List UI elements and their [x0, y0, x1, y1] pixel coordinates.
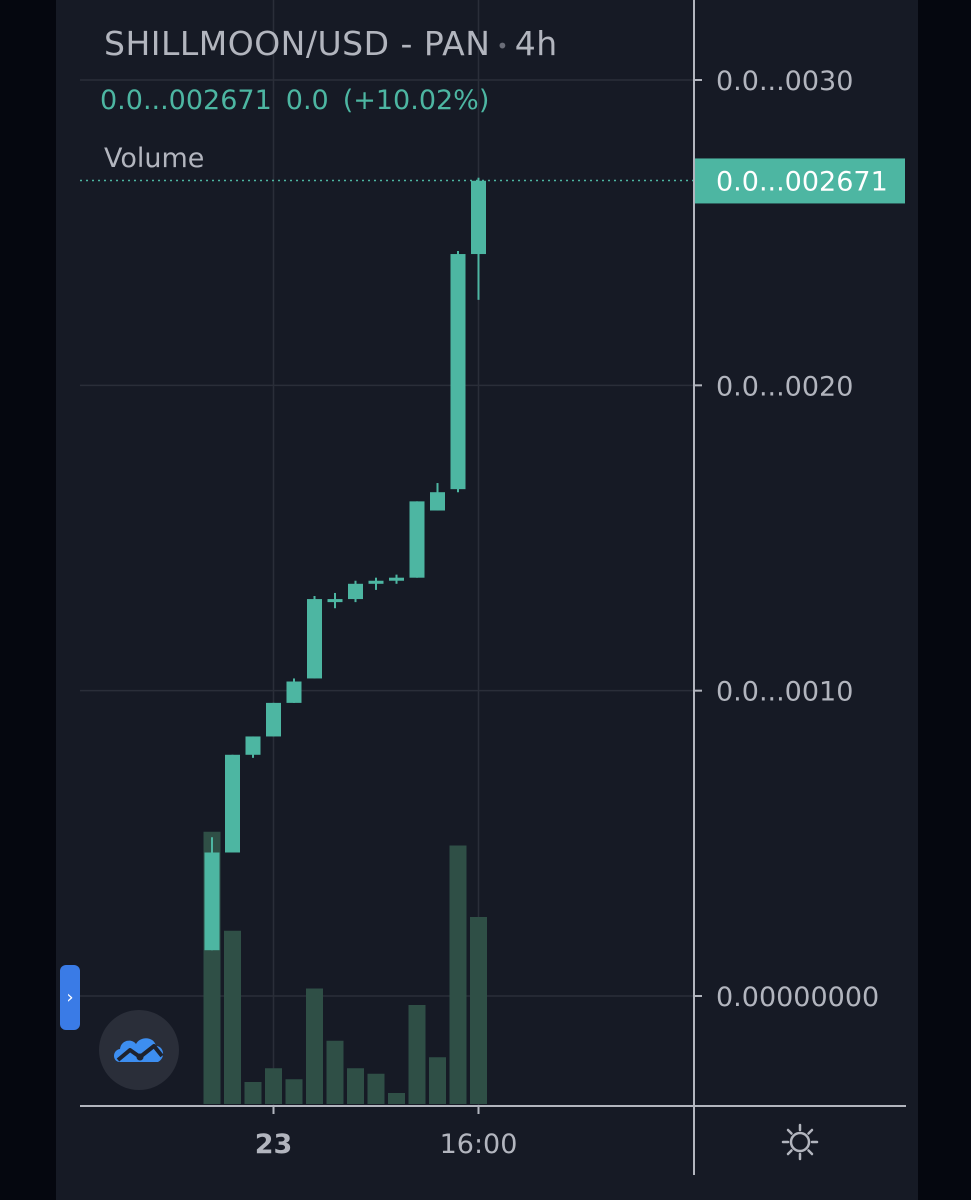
volume-bar — [449, 845, 467, 1104]
candle-body — [245, 736, 261, 755]
volume-bar — [429, 1057, 446, 1104]
candle-body — [450, 254, 466, 490]
time-tick-label: 16:00 — [440, 1129, 518, 1160]
symbol-name: SHILLMOON/USD - PAN — [104, 24, 491, 63]
volume-bar — [367, 1073, 385, 1104]
last-price: 0.0...002671 — [100, 85, 272, 116]
candle-body — [266, 702, 281, 737]
volume-label[interactable]: Volume — [104, 143, 205, 174]
symbol-title[interactable]: SHILLMOON/USD - PAN • 4h — [104, 24, 558, 63]
sidebar-toggle-button[interactable]: › — [60, 965, 80, 1030]
candle-body — [368, 580, 384, 584]
volume-bars — [203, 831, 487, 1104]
settings-sun-icon[interactable] — [780, 1122, 820, 1162]
axes: 0.0...002671 0.0...0030 0.0...0020 0.0...00… — [80, 0, 906, 1175]
price-change-percent: (+10.02%) — [342, 85, 490, 116]
volume-bar — [285, 1079, 303, 1104]
tradingview-cloud-icon — [114, 1038, 164, 1062]
candle-body — [430, 492, 445, 511]
candle-body — [327, 599, 343, 603]
interval-label[interactable]: 4h — [514, 24, 558, 63]
volume-bar — [265, 1068, 282, 1104]
candle-body — [348, 583, 363, 600]
volume-bar — [408, 1005, 426, 1104]
price-change: 0.0 — [285, 85, 329, 116]
separator-dot: • — [496, 33, 509, 58]
time-tick-label: 23 — [255, 1129, 293, 1160]
volume-bar — [470, 917, 487, 1104]
candle-body — [307, 599, 322, 679]
candle-body — [204, 852, 220, 951]
volume-bar — [306, 988, 323, 1104]
volume-bar — [224, 930, 241, 1104]
candle-body — [471, 180, 486, 255]
price-tick-label: 0.0...0030 — [716, 66, 853, 97]
candlesticks — [204, 177, 486, 951]
volume-bar — [388, 1093, 405, 1104]
chevron-right-icon: › — [66, 987, 74, 1008]
candle-body — [225, 754, 240, 853]
candle-body — [409, 501, 425, 578]
last-price-tag-label: 0.0...002671 — [716, 166, 888, 197]
volume-bar — [326, 1040, 344, 1104]
price-tick-label: 0.0...0010 — [716, 677, 853, 708]
candle-body — [389, 577, 404, 581]
tradingview-logo-button[interactable] — [99, 1010, 179, 1090]
candle-body — [286, 681, 302, 703]
price-tick-label: 0.0...0020 — [716, 371, 853, 402]
volume-bar — [244, 1082, 262, 1104]
last-price-tag — [695, 158, 905, 204]
volume-bar — [347, 1068, 364, 1104]
price-tick-label: 0.00000000 — [716, 982, 879, 1013]
price-legend: 0.0...002671 0.0 (+10.02%) — [100, 85, 503, 116]
